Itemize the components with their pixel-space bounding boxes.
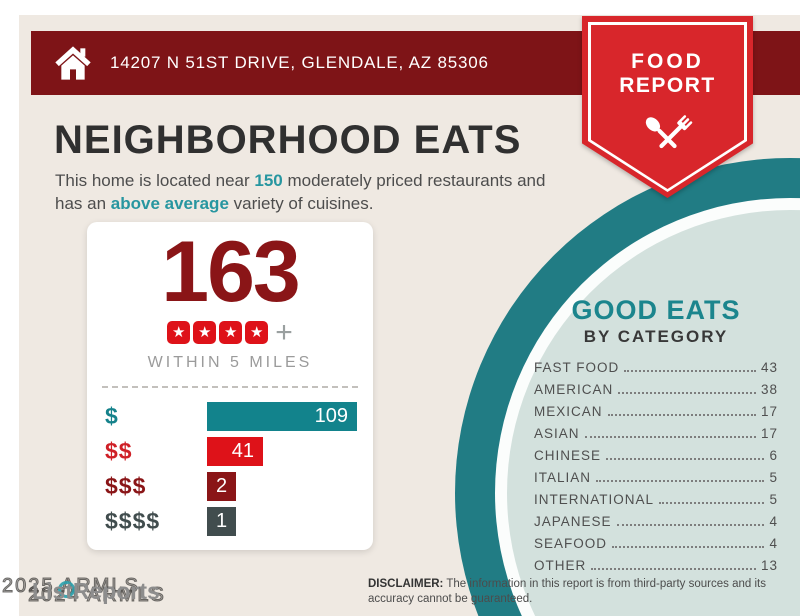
footer-logo-area: 2025 ARMLS 2024 ARMLS ListReports — [2, 572, 222, 612]
total-restaurant-count: 163 — [161, 224, 301, 320]
dotted-leader — [596, 480, 765, 482]
price-tier-label: $$ — [105, 437, 133, 464]
subtitle-text: This home is located near — [55, 171, 255, 190]
price-tier-row: $$$ 2 — [105, 471, 373, 501]
price-tier-value: 41 — [231, 439, 254, 462]
dotted-leader — [606, 458, 765, 460]
category-row: ASIAN 17 — [534, 426, 778, 441]
category-row: CHINESE 6 — [534, 448, 778, 463]
price-tier-bar: 2 — [207, 471, 236, 501]
price-tier-row: $ 109 — [105, 401, 373, 431]
good-eats-circle — [455, 158, 800, 616]
page-subtitle: This home is located near 150 moderately… — [55, 169, 595, 216]
dotted-leader — [618, 392, 756, 394]
subtitle-text: moderately priced restaurants and — [282, 171, 546, 190]
page-title: NEIGHBORHOOD EATS — [54, 118, 522, 162]
dotted-leader — [624, 370, 756, 372]
category-count: 5 — [769, 470, 778, 485]
category-count: 4 — [769, 514, 778, 529]
price-tier-row: $$$$ 1 — [105, 506, 373, 536]
food-report-badge: FOOD REPORT — [582, 16, 753, 198]
disclaimer: DISCLAIMER: The information in this repo… — [368, 577, 792, 607]
category-count: 38 — [760, 382, 778, 397]
crossed-spoon-fork-icon — [645, 115, 692, 149]
dotted-leader — [659, 502, 765, 504]
scan-margin-left — [0, 0, 19, 616]
property-address: 14207 N 51ST DRIVE, GLENDALE, AZ 85306 — [110, 53, 489, 72]
dotted-leader — [584, 436, 756, 438]
category-label: FAST FOOD — [534, 360, 620, 375]
restaurant-summary-card: 163 ★ ★ ★ ★ + WITHIN 5 MILES $ 109 $$ 41 $ — [87, 222, 373, 550]
category-row: INTERNATIONAL 5 — [534, 492, 778, 507]
category-count: 13 — [760, 558, 778, 573]
disclaimer-label: DISCLAIMER: — [368, 578, 444, 590]
radius-label: WITHIN 5 MILES — [147, 353, 313, 371]
category-row: SEAFOOD 4 — [534, 536, 778, 551]
price-tier-label: $ — [105, 402, 119, 429]
subtitle-text: variety of cuisines. — [228, 194, 374, 214]
ribbon-content: FOOD REPORT — [582, 16, 753, 198]
star-icon: ★ — [219, 321, 243, 345]
category-list: FAST FOOD 43 AMERICAN 38 MEXICAN 17 ASIA… — [534, 360, 778, 573]
star-rating: ★ ★ ★ ★ — [167, 321, 269, 345]
badge-line2: REPORT — [619, 74, 716, 98]
category-count: 6 — [769, 448, 778, 463]
price-tier-bar: 109 — [207, 401, 357, 431]
category-label: ASIAN — [534, 426, 580, 441]
star-icon: ★ — [167, 321, 191, 345]
star-icon: ★ — [245, 321, 269, 345]
price-tier-value: 2 — [215, 474, 228, 497]
scan-margin-top — [0, 0, 800, 15]
good-eats-title: GOOD EATS — [571, 295, 741, 325]
home-icon — [55, 46, 91, 80]
category-label: OTHER — [534, 558, 587, 573]
category-count: 5 — [769, 492, 778, 507]
category-row: ITALIAN 5 — [534, 470, 778, 485]
listreports-logo: ListReports — [32, 578, 160, 604]
category-label: INTERNATIONAL — [534, 492, 655, 507]
category-row: AMERICAN 38 — [534, 382, 778, 397]
variety-highlight: above average — [110, 194, 229, 214]
dotted-leader — [591, 568, 756, 570]
logo-mark-icon — [58, 581, 75, 598]
category-count: 17 — [760, 404, 778, 419]
subtitle-text: has an — [55, 194, 111, 214]
price-tier-row: $$ 41 — [105, 436, 373, 466]
category-count: 43 — [760, 360, 778, 375]
category-label: CHINESE — [534, 448, 602, 463]
category-label: MEXICAN — [534, 404, 603, 419]
dashed-divider — [102, 385, 358, 388]
category-label: AMERICAN — [534, 382, 614, 397]
badge-line1: FOOD — [631, 50, 704, 73]
price-tier-value: 109 — [314, 404, 348, 427]
good-eats-section: GOOD EATS BY CATEGORY FAST FOOD 43 AMERI… — [534, 295, 778, 573]
price-tier-value: 1 — [215, 509, 228, 532]
category-label: JAPANESE — [534, 514, 612, 529]
disclaimer-text: The information in this report is from t… — [368, 578, 766, 606]
category-row: OTHER 13 — [534, 558, 778, 573]
price-tier-bar: 1 — [207, 506, 236, 536]
star-rating-row: ★ ★ ★ ★ + — [87, 315, 373, 349]
price-tier-bar: 41 — [207, 436, 263, 466]
dotted-leader — [607, 414, 756, 416]
dotted-leader — [612, 546, 765, 548]
price-tier-label: $$$$ — [105, 507, 161, 534]
good-eats-subtitle: BY CATEGORY — [583, 327, 729, 346]
star-icon: ★ — [193, 321, 217, 345]
price-tier-label: $$$ — [105, 472, 147, 499]
category-label: ITALIAN — [534, 470, 592, 485]
category-row: MEXICAN 17 — [534, 404, 778, 419]
category-count: 17 — [760, 426, 778, 441]
category-label: SEAFOOD — [534, 536, 608, 551]
category-row: JAPANESE 4 — [534, 514, 778, 529]
plus-icon: + — [275, 315, 293, 349]
category-count: 4 — [769, 536, 778, 551]
dotted-leader — [616, 524, 765, 526]
category-row: FAST FOOD 43 — [534, 360, 778, 375]
restaurant-count-highlight: 150 — [254, 171, 283, 190]
price-tier-bar-chart: $ 109 $$ 41 $$$ 2 $$$$ — [105, 401, 373, 536]
